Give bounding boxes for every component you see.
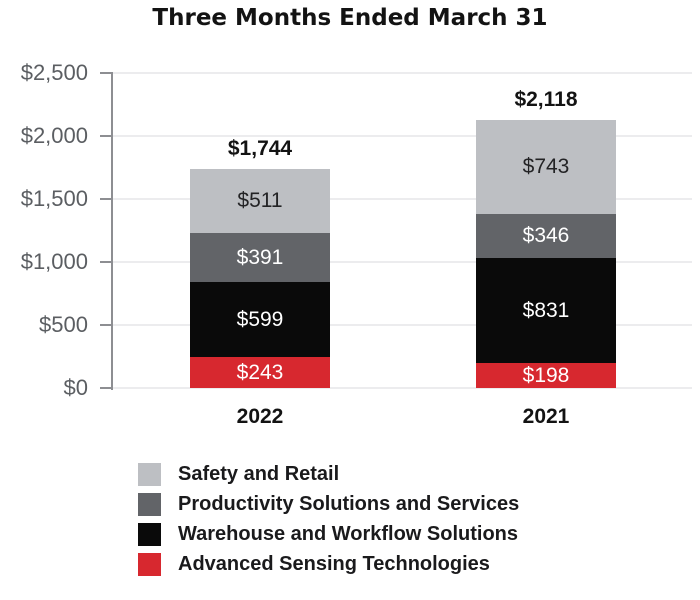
y-axis-tick: [100, 261, 111, 263]
bar-segment: $198: [476, 363, 616, 388]
legend-item: Advanced Sensing Technologies: [138, 553, 519, 576]
bar-segment: $831: [476, 258, 616, 363]
bar-2021: $198 $831 $346 $743: [476, 120, 616, 388]
segment-value-label: $198: [522, 363, 570, 387]
legend-swatch: [138, 553, 161, 576]
y-tick-label: $2,000: [20, 123, 88, 148]
legend-label: Safety and Retail: [178, 463, 340, 485]
segment-value-label: $346: [522, 224, 570, 247]
y-tick-label: $500: [39, 312, 88, 337]
legend: Safety and Retail Productivity Solutions …: [138, 463, 519, 583]
category-label-2021: 2021: [522, 405, 570, 428]
gridline: [113, 72, 692, 74]
segment-value-label: $243: [236, 360, 284, 384]
y-axis-tick: [100, 135, 111, 137]
bar-segment: $599: [190, 282, 330, 357]
legend-item: Warehouse and Workflow Solutions: [138, 523, 519, 546]
y-axis-tick: [100, 387, 111, 389]
segment-value-label: $599: [236, 307, 284, 331]
bar-segment: $243: [190, 357, 330, 388]
category-label-2022: 2022: [236, 405, 284, 428]
legend-label: Productivity Solutions and Services: [178, 493, 520, 515]
y-axis-tick: [100, 198, 111, 200]
y-tick-label: $2,500: [20, 60, 88, 85]
segment-value-label: $743: [522, 155, 570, 178]
bar-total-label: $2,118: [514, 88, 578, 111]
legend-swatch: [138, 493, 161, 516]
bar-2022: $243 $599 $391 $511: [190, 169, 330, 388]
legend-label: Advanced Sensing Technologies: [178, 553, 490, 575]
y-axis-tick: [100, 72, 111, 74]
plot-area: $243 $599 $391 $511 $1,744 2022 $198 $831 $346 $7…: [113, 72, 692, 428]
y-tick-label: $0: [63, 375, 88, 400]
bar-segment: $743: [476, 120, 616, 214]
gridline: [113, 387, 692, 389]
chart-title: Three Months Ended March 31: [152, 5, 548, 31]
legend-item: Safety and Retail: [138, 463, 519, 486]
y-tick-label: $1,000: [20, 249, 88, 274]
gridline: [113, 324, 692, 326]
bar-segment: $346: [476, 214, 616, 258]
gridline: [113, 261, 692, 263]
y-axis-line: [111, 72, 113, 390]
bar-total-label: $1,744: [227, 137, 293, 160]
legend-label: Warehouse and Workflow Solutions: [178, 523, 519, 545]
legend-swatch: [138, 523, 161, 546]
gridline: [113, 198, 692, 200]
y-axis-tick: [100, 324, 111, 326]
legend-item: Productivity Solutions and Services: [138, 493, 519, 516]
bar-segment: $511: [190, 169, 330, 233]
y-tick-label: $1,500: [20, 186, 88, 211]
bar-segment: $391: [190, 233, 330, 282]
segment-value-label: $831: [522, 298, 570, 322]
gridline: [113, 135, 692, 137]
segment-value-label: $391: [236, 245, 284, 269]
segment-value-label: $511: [237, 189, 283, 212]
y-axis-ticks: [100, 72, 112, 389]
legend-swatch: [138, 463, 161, 486]
y-axis-labels: $2,500 $2,000 $1,500 $1,000 $500 $0: [0, 60, 88, 400]
